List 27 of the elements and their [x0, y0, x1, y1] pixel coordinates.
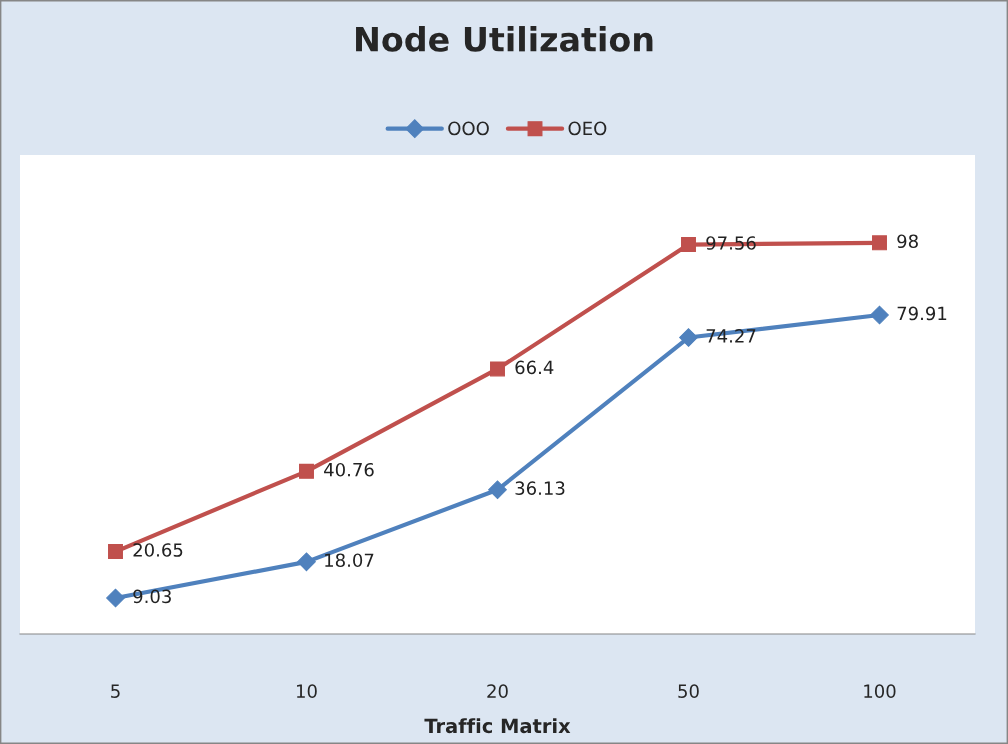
chart-title: Node Utilization — [356, 26, 653, 52]
point — [106, 588, 125, 608]
data-label: 18.07 — [325, 553, 374, 568]
point — [108, 544, 123, 560]
point — [679, 328, 698, 347]
data-label: 79.91 — [897, 306, 947, 321]
data-label: 36.13 — [515, 481, 565, 496]
data-label: 98 — [897, 234, 918, 249]
legend-label: OOO — [448, 121, 489, 136]
x-tick-label: 5 — [111, 684, 120, 698]
point — [872, 235, 887, 251]
data-label: 66.4 — [515, 360, 554, 375]
point — [870, 305, 889, 325]
x-axis-title: Traffic Matrix — [424, 718, 571, 734]
x-tick-label: 10 — [297, 684, 317, 698]
point — [297, 552, 316, 572]
data-label: 9.03 — [133, 589, 171, 604]
point — [488, 480, 507, 500]
point — [490, 361, 505, 377]
data-label: 20.65 — [133, 543, 183, 557]
x-tick-label: 20 — [487, 684, 508, 698]
x-tick-label: 50 — [678, 684, 699, 698]
x-tick-label: 100 — [864, 684, 896, 698]
legend-label: OEO — [568, 121, 607, 136]
point — [299, 463, 314, 479]
data-label: 40.76 — [324, 462, 374, 477]
point — [681, 237, 696, 253]
